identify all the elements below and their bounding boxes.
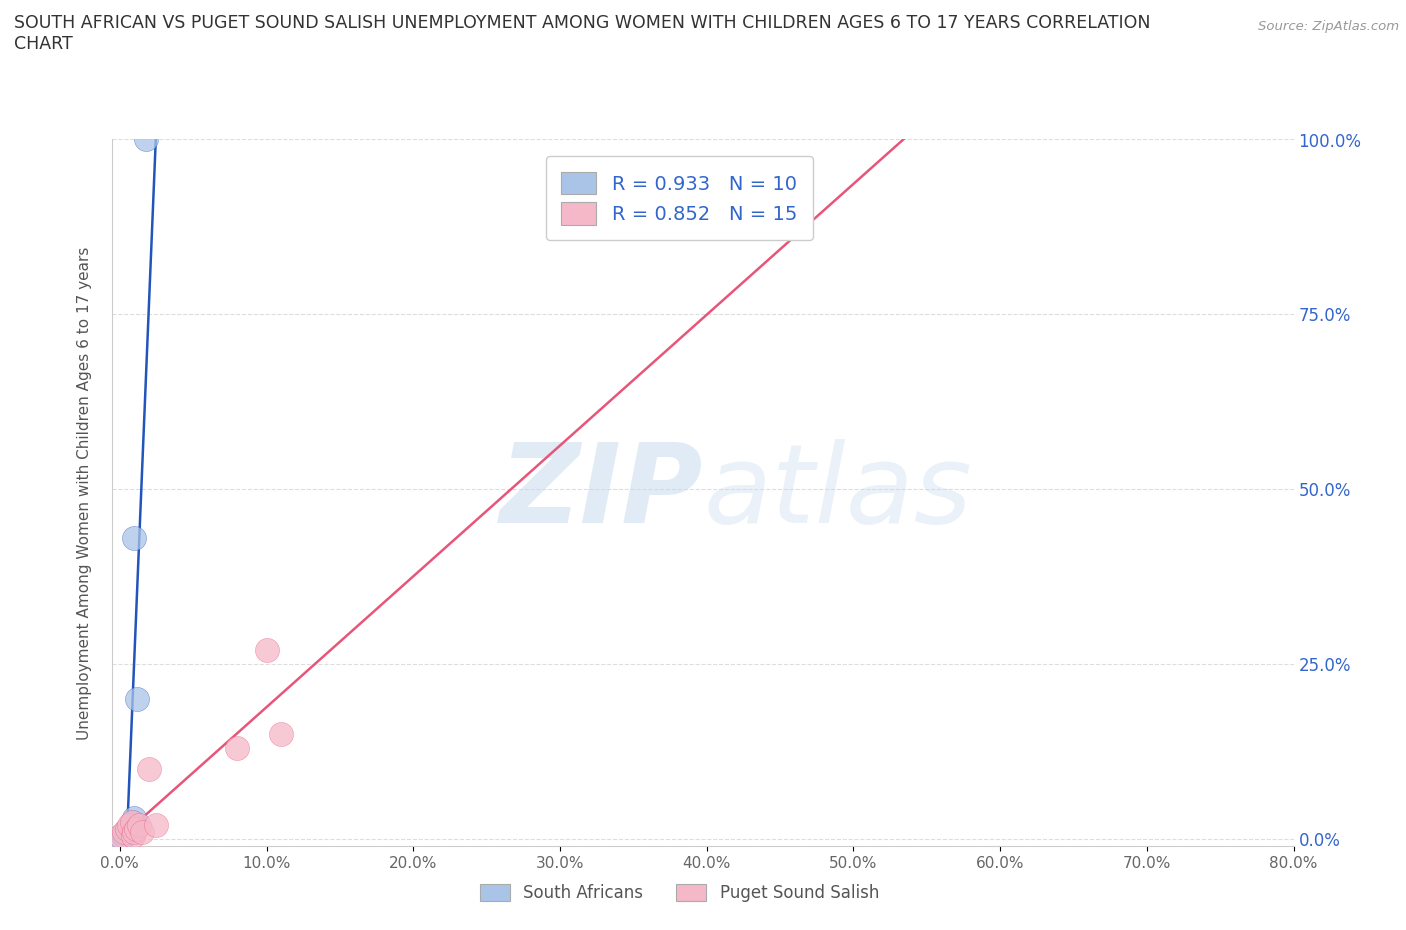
Point — [112, 829, 135, 844]
Point — [124, 811, 146, 826]
Point — [122, 829, 145, 844]
Text: Source: ZipAtlas.com: Source: ZipAtlas.com — [1258, 20, 1399, 33]
Point — [117, 817, 139, 832]
Point — [122, 815, 145, 830]
Point — [115, 825, 138, 840]
Point — [115, 821, 138, 836]
Point — [121, 815, 143, 830]
Point — [124, 531, 146, 546]
Text: SOUTH AFRICAN VS PUGET SOUND SALISH UNEMPLOYMENT AMONG WOMEN WITH CHILDREN AGES : SOUTH AFRICAN VS PUGET SOUND SALISH UNEM… — [14, 14, 1150, 32]
Point — [112, 825, 135, 840]
Point — [256, 643, 278, 658]
Point — [125, 821, 148, 836]
Text: atlas: atlas — [703, 439, 972, 547]
Point — [120, 821, 142, 836]
Text: ZIP: ZIP — [499, 439, 703, 547]
Point — [108, 829, 131, 844]
Point — [145, 817, 167, 832]
Point — [108, 831, 131, 846]
Point — [127, 692, 149, 707]
Y-axis label: Unemployment Among Women with Children Ages 6 to 17 years: Unemployment Among Women with Children A… — [77, 246, 91, 739]
Point — [124, 825, 146, 840]
Point — [270, 727, 292, 742]
Point — [138, 762, 160, 777]
Point — [128, 817, 150, 832]
Point — [226, 741, 249, 756]
Point — [121, 817, 143, 832]
Text: CHART: CHART — [14, 35, 73, 53]
Point — [135, 132, 157, 147]
Point — [131, 825, 153, 840]
Legend: South Africans, Puget Sound Salish: South Africans, Puget Sound Salish — [472, 877, 886, 909]
